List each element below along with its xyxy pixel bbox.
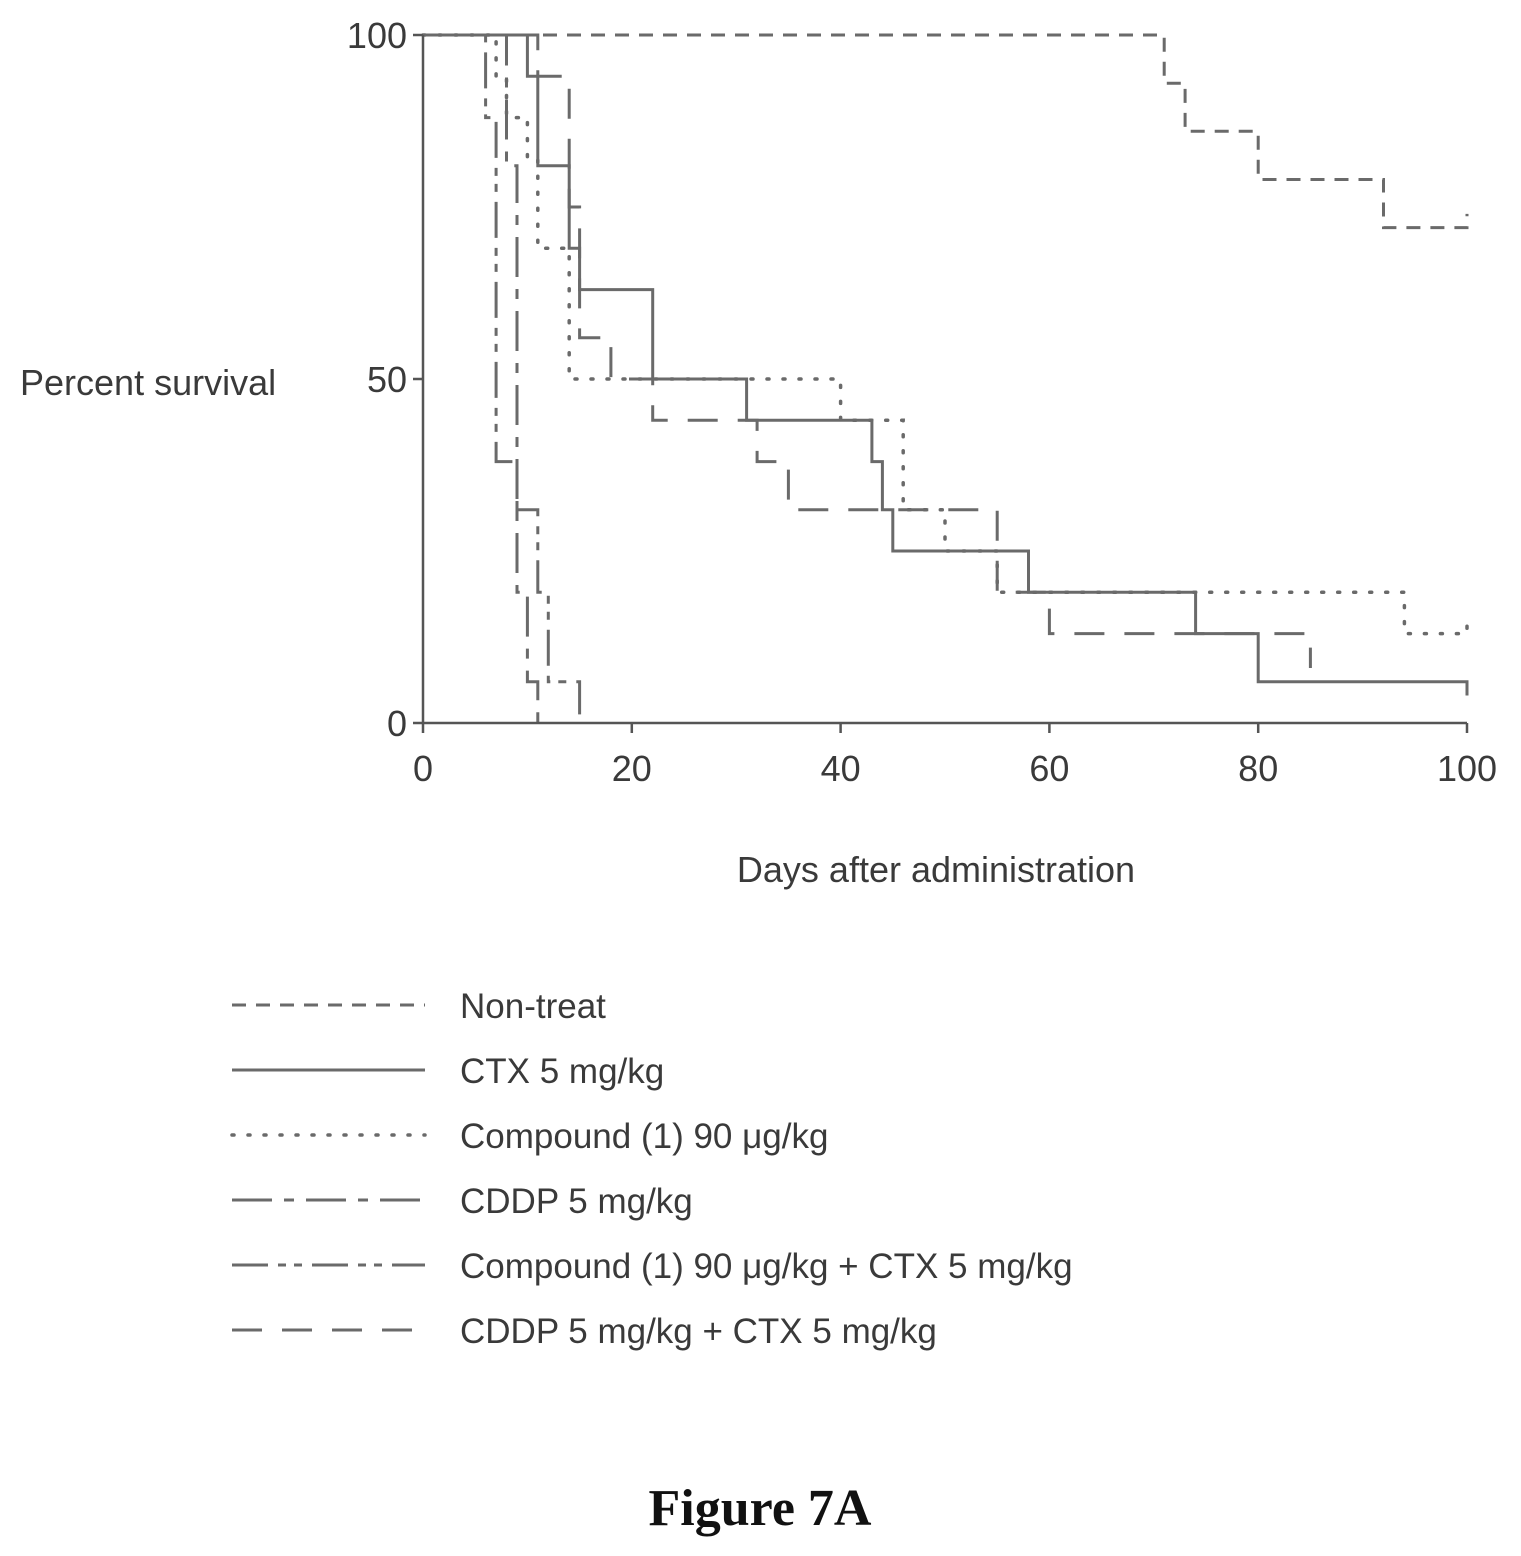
legend-label-4: CDDP 5 mg/kg [460, 1182, 693, 1221]
legend: Non-treat CTX 5 mg/kg Compound (1) 90 μg/k… [230, 987, 1073, 1351]
series-line-2 [423, 33, 1469, 696]
x-tick-label: 0 [413, 748, 433, 789]
series-line-4 [423, 33, 540, 723]
x-tick-label: 60 [1029, 748, 1069, 789]
x-tick-label: 80 [1238, 748, 1278, 789]
x-tick-label: 20 [612, 748, 652, 789]
series-line-5 [423, 33, 582, 723]
axes: 0 20 40 60 80 100 0 50 100 [347, 15, 1497, 789]
legend-label-2: CTX 5 mg/kg [460, 1052, 664, 1091]
x-tick-label: 100 [1437, 748, 1497, 789]
legend-label-1: Non-treat [460, 987, 606, 1026]
y-tick-label: 0 [387, 703, 407, 744]
legend-label-5: Compound (1) 90 μg/kg + CTX 5 mg/kg [460, 1247, 1073, 1286]
series-line-1 [423, 33, 1469, 230]
series-line-3 [421, 33, 1469, 636]
x-axis-label: Days after administration [737, 849, 1135, 890]
y-axis-label: Percent survival [20, 362, 276, 403]
legend-label-3: Compound (1) 90 μg/kg [460, 1117, 828, 1156]
plot-area [421, 33, 1469, 723]
legend-label-6: CDDP 5 mg/kg + CTX 5 mg/kg [460, 1312, 937, 1351]
y-tick-label: 100 [347, 15, 407, 56]
series-line-6 [423, 33, 1312, 668]
y-tick-label: 50 [367, 359, 407, 400]
figure-caption: Figure 7A [649, 1480, 872, 1537]
x-tick-label: 40 [821, 748, 861, 789]
